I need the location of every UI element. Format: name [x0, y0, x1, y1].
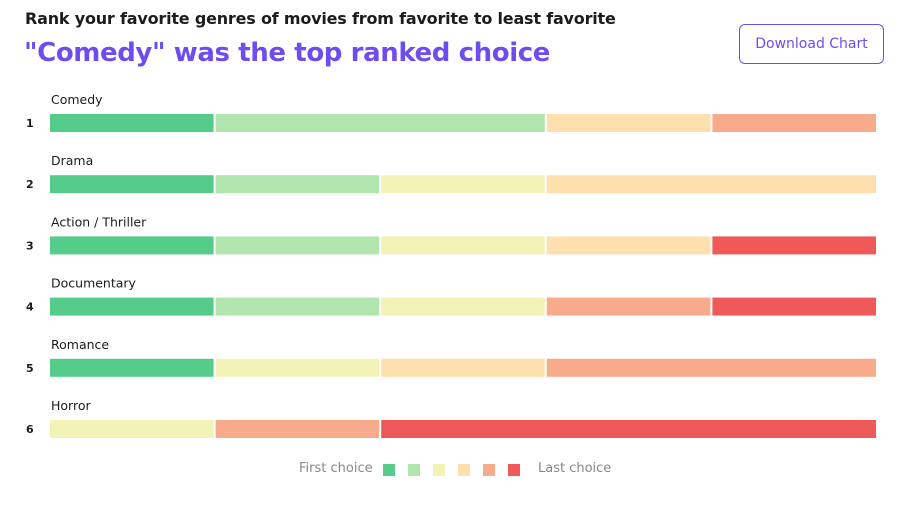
bar-segment-choice-1[interactable] [50, 175, 214, 194]
bar-segment-choice-5[interactable] [215, 420, 380, 438]
bar-segment-choice-1[interactable] [50, 358, 214, 377]
legend-swatch-4 [458, 464, 470, 476]
legend-swatch-2 [408, 464, 420, 476]
rank-number: 6 [26, 423, 34, 436]
bar-segment-choice-6[interactable] [712, 236, 876, 255]
genre-label: Drama [51, 153, 93, 168]
bar-segment-choice-3[interactable] [381, 297, 545, 316]
bar-segment-choice-4[interactable] [546, 175, 876, 194]
bar-segment-choice-4[interactable] [381, 358, 545, 377]
bar-segment-choice-2[interactable] [215, 297, 380, 316]
genre-label: Comedy [51, 92, 103, 107]
bar-segment-choice-4[interactable] [546, 114, 711, 132]
legend-last-choice-label: Last choice [538, 461, 612, 476]
bar-segment-choice-1[interactable] [50, 236, 214, 255]
legend-swatch-6 [508, 464, 520, 476]
legend-swatch-5 [483, 464, 495, 476]
legend-first-choice-label: First choice [299, 461, 373, 476]
bar-segment-choice-3[interactable] [50, 420, 214, 438]
rank-number: 4 [26, 301, 34, 314]
rank-number: 2 [26, 178, 34, 191]
genre-label: Romance [51, 337, 109, 352]
bar-segment-choice-2[interactable] [215, 114, 545, 132]
bar-segment-choice-4[interactable] [546, 236, 711, 255]
bar-segment-choice-5[interactable] [546, 358, 876, 377]
bar-segment-choice-5[interactable] [712, 114, 876, 132]
bar-segment-choice-6[interactable] [381, 420, 876, 438]
legend-swatch-3 [433, 464, 445, 476]
genre-label: Documentary [51, 276, 137, 291]
genre-label: Action / Thriller [51, 214, 147, 229]
legend-swatch-1 [383, 464, 395, 476]
bar-segment-choice-3[interactable] [215, 358, 380, 377]
bar-segment-choice-1[interactable] [50, 297, 214, 316]
bar-segment-choice-2[interactable] [215, 236, 380, 255]
result-headline: "Comedy" was the top ranked choice [24, 38, 550, 68]
rank-number: 5 [26, 362, 34, 375]
bar-segment-choice-5[interactable] [546, 297, 711, 316]
bar-segment-choice-2[interactable] [215, 175, 380, 194]
bar-segment-choice-3[interactable] [381, 236, 545, 255]
bar-segment-choice-6[interactable] [712, 297, 876, 316]
bar-segment-choice-3[interactable] [381, 175, 545, 194]
bar-segment-choice-1[interactable] [50, 114, 214, 132]
rank-number: 3 [26, 239, 34, 252]
rank-number: 1 [26, 117, 34, 130]
download-chart-button[interactable]: Download Chart [739, 24, 884, 64]
question-title: Rank your favorite genres of movies from… [25, 9, 616, 28]
genre-label: Horror [51, 398, 91, 413]
